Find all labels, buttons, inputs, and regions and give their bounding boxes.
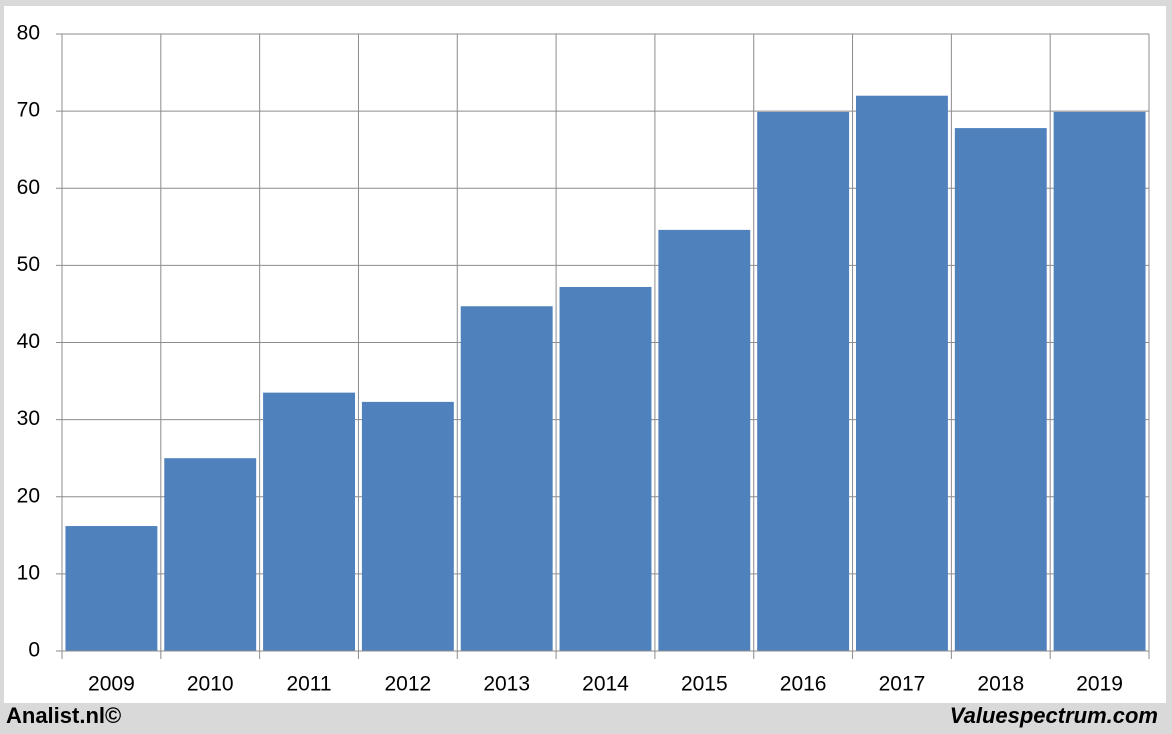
bar	[757, 111, 850, 652]
x-tick-label: 2012	[385, 673, 432, 696]
footer-right: Valuespectrum.com	[950, 703, 1158, 728]
y-tick-label: 70	[17, 99, 40, 122]
x-tick-label: 2011	[286, 673, 331, 696]
x-tick-label: 2016	[780, 673, 827, 696]
x-tick-label: 2014	[582, 673, 629, 696]
x-tick-label: 2019	[1076, 673, 1123, 696]
y-tick-label: 60	[17, 176, 40, 199]
bar	[361, 401, 454, 651]
y-tick-label: 40	[17, 330, 40, 353]
bar	[1053, 111, 1146, 652]
x-tick-label: 2017	[879, 673, 926, 696]
y-tick-label: 50	[17, 253, 40, 276]
footer-left: Analist.nl©	[6, 703, 121, 728]
y-tick-label: 0	[28, 639, 40, 662]
bar	[856, 95, 948, 651]
x-tick-label: 2010	[187, 673, 234, 696]
y-tick-label: 80	[17, 22, 40, 45]
bar	[954, 128, 1047, 651]
bar	[460, 306, 553, 651]
bar	[559, 286, 652, 651]
y-tick-label: 30	[17, 407, 40, 430]
x-tick-label: 2009	[88, 673, 135, 696]
bar	[658, 229, 751, 651]
y-tick-label: 20	[17, 484, 40, 507]
x-tick-label: 2013	[483, 673, 530, 696]
x-tick-label: 2015	[681, 673, 728, 696]
bar	[164, 458, 257, 651]
bar	[65, 526, 158, 651]
x-tick-label: 2018	[977, 673, 1024, 696]
bar	[263, 392, 355, 651]
y-tick-label: 10	[17, 561, 40, 584]
